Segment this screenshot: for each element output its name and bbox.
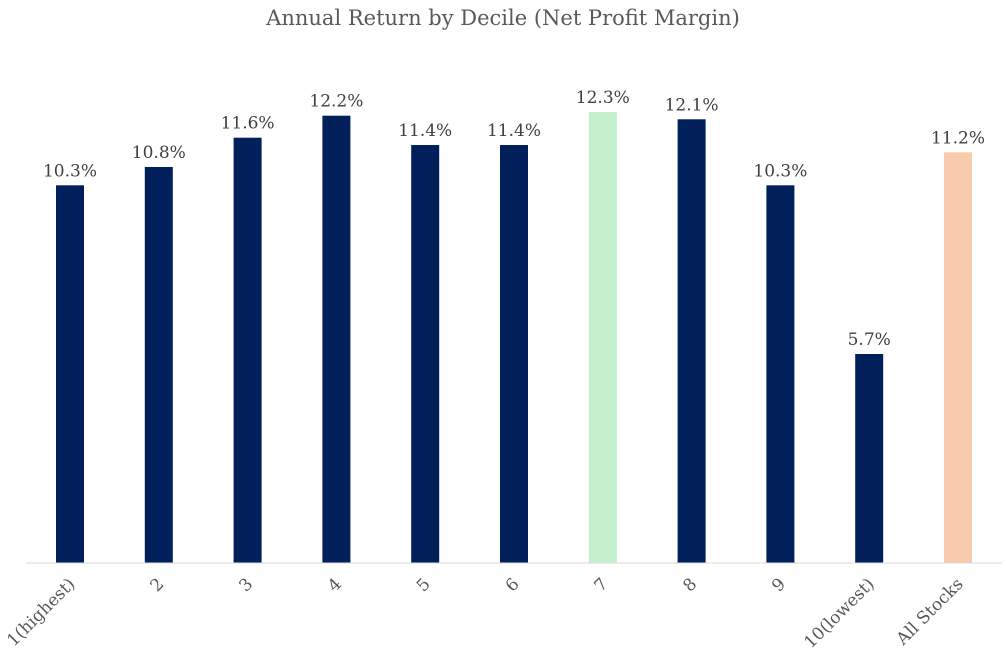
x-tick-label-3: 3 [235,574,257,596]
x-tick-label-7: 7 [591,574,613,596]
bar-2 [144,167,173,563]
data-label-3: 11.6% [221,114,275,134]
data-label-6: 11.4% [487,121,541,141]
x-tick-label-9: 9 [768,574,790,596]
x-tick-label-4: 4 [324,574,346,596]
bar-5 [411,145,440,563]
x-tick-label-6: 6 [502,574,524,596]
data-labels-layer: 10.3% 10.8% 11.6% 12.2% 11.4% 11.4% 12.3% 12.1%… [43,88,985,350]
data-label-2: 10.8% [132,143,186,163]
x-tick-label-5: 5 [413,574,435,596]
bar-9 [766,185,795,564]
data-label-8: 12.1% [665,95,719,115]
bar-11 [944,152,972,564]
data-label-11: 11.2% [931,128,985,148]
data-label-4: 12.2% [309,92,363,112]
x-tick-label-1: 1(highest) [3,574,79,650]
data-label-1: 10.3% [43,161,97,181]
bar-1 [56,185,84,564]
bar-3 [233,137,262,563]
data-label-7: 12.3% [576,88,630,108]
bar-8 [677,119,706,564]
bars-layer [56,112,972,564]
bar-10 [855,354,884,563]
data-label-9: 10.3% [753,161,807,181]
x-tick-label-2: 2 [147,574,169,596]
chart-title: Annual Return by Decile (Net Profit Marg… [266,6,740,30]
data-label-10: 5.7% [848,330,891,350]
x-tick-labels-layer: 1(highest) 2 3 4 5 6 7 8 9 10(lowest) All Stocks [3,574,967,652]
bar-4 [322,115,351,563]
bar-7 [588,112,617,563]
data-label-5: 11.4% [398,121,452,141]
x-tick-label-11: All Stocks [892,574,968,650]
x-tick-label-8: 8 [679,574,701,596]
bar-6 [500,145,528,563]
x-tick-label-10: 10(lowest) [800,574,878,652]
